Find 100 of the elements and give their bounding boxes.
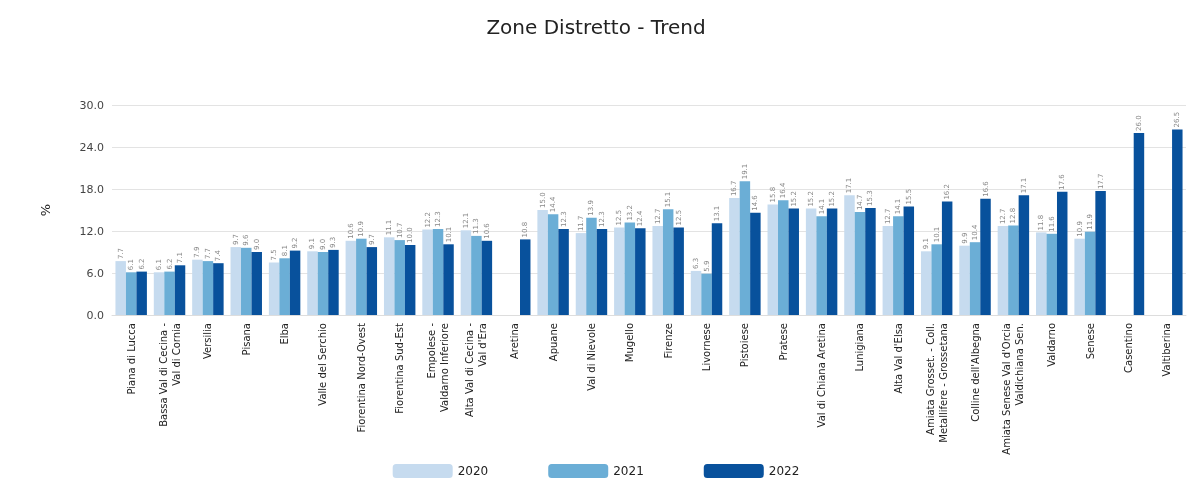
x-tick-label: Aretina [509,323,521,360]
bar [959,245,970,315]
x-tick-label: Bassa Val di Cecina - Val di Cornia [157,322,182,427]
x-tick-label: Senese [1084,323,1096,360]
bar [1056,191,1068,315]
x-tick-label: Versilia [202,323,214,360]
bar [443,244,454,315]
bar [882,226,894,315]
bar [125,272,137,315]
bar [356,238,367,315]
bar [328,249,339,315]
x-tick-label: Pistoiese [739,323,751,368]
bar [903,206,915,315]
x-tick-label: Amiata Senese Val d'Orcia Valdichiana Sen. [1001,323,1026,455]
bar [969,242,981,315]
x-tick-label: Empolese - Valdarno Inferiore [426,322,451,413]
bar [289,250,301,315]
bar [1046,233,1057,315]
x-tick-label: Valtiberina [1161,323,1173,377]
bar [980,198,991,315]
bar [778,200,789,315]
y-tick-label: 6.0 [86,266,104,280]
bar [279,258,290,315]
bar [404,245,416,315]
bar [1133,133,1145,315]
bar [920,251,932,315]
bar [558,228,569,315]
legend-label: 2022 [768,464,800,478]
bar [711,223,723,315]
bar [614,227,625,315]
bar [662,209,674,315]
bar [652,226,663,315]
legend-label: 2020 [457,464,489,478]
x-tick-label: Mugello [624,323,636,363]
bar [192,259,203,315]
bar [213,263,224,315]
bar [174,265,186,315]
bar [997,226,1009,315]
bar [739,181,751,315]
y-axis-title: % [38,203,53,217]
x-tick-label: Pisana [240,323,252,356]
bar [596,228,608,315]
x-tick-label: Firenze [662,323,674,359]
bar [1018,195,1030,315]
x-tick-label: Livornese [701,323,713,372]
y-tick-label: 18.0 [79,182,104,196]
bar [673,227,684,315]
bar [153,272,165,315]
bar [1095,191,1106,315]
bar [251,252,262,315]
bar [307,251,318,315]
bar [547,214,559,315]
x-tick-label: Casentino [1122,323,1134,373]
x-tick-label: Lunigiana [854,323,866,372]
bar [383,237,395,315]
x-tick-label: Val di Nievole [585,323,597,391]
bar [268,262,280,315]
x-tick-label: Alta Val di Cecina - Val d'Era [464,322,489,417]
bar [519,239,531,315]
x-tick-label: Fiorentina Nord-Ovest [355,322,367,433]
bar [624,222,636,315]
bar [422,229,433,315]
x-tick-label: Amiata Grosset. - Coll. Metallifere - Grossetana [924,323,949,443]
bar [1084,231,1096,315]
bar [317,252,329,315]
bar [394,240,405,315]
bar [893,216,904,315]
bar [366,247,378,315]
bar [788,208,799,315]
bar [941,201,953,315]
y-tick-label: 0.0 [86,308,104,322]
x-tick-label: Piana di Lucca [125,323,137,395]
bar [865,207,876,315]
bar [635,228,646,315]
bar [1172,129,1183,315]
bar [345,240,357,315]
bar [767,204,779,315]
bar [432,228,444,315]
y-tick-label: 24.0 [79,140,104,154]
bar [844,195,855,315]
bar [471,235,482,315]
legend-label: 2021 [613,464,644,478]
bar [826,208,838,315]
bar [136,271,147,315]
bar [816,216,827,315]
bar [230,247,242,315]
bar [805,208,817,315]
chart-title: Zone Distretto - Trend [486,15,706,39]
bar [1008,225,1019,315]
x-tick-label: Val di Chiana Aretina [816,323,828,428]
bar [931,244,942,315]
x-tick-label: Colline dell'Albegna [969,323,981,422]
bar [241,247,252,315]
bar [1074,238,1085,315]
bar [575,233,587,315]
y-tick-label: 12.0 [79,224,104,238]
bar [701,273,712,315]
bar [586,217,597,315]
bar [1036,232,1047,315]
x-tick-label: Valdarno [1046,323,1058,367]
